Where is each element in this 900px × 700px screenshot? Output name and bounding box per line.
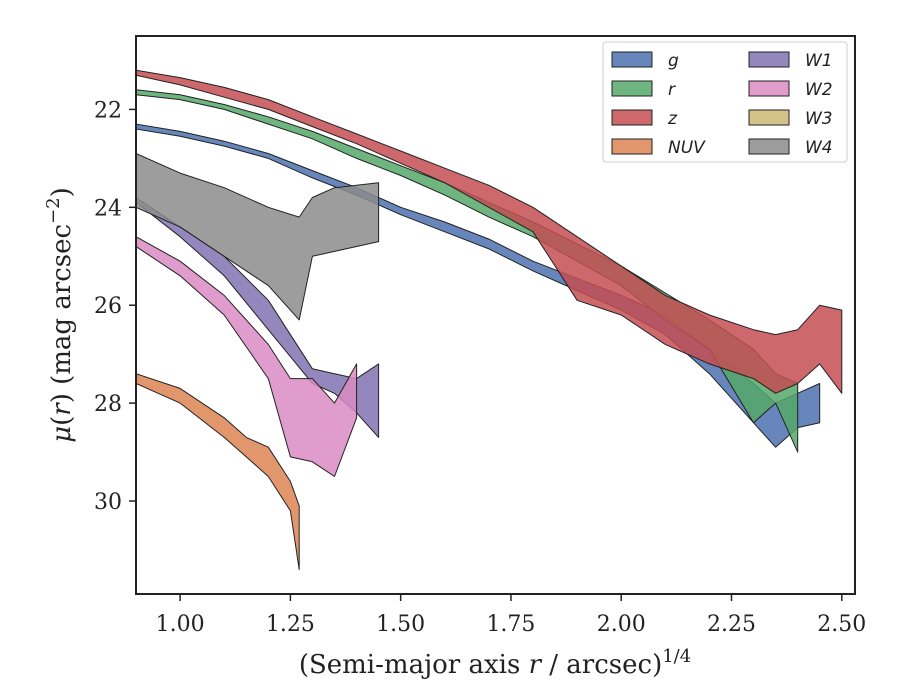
legend-label-w1: W1 (805, 51, 833, 71)
x-tick-label: 2.50 (817, 612, 866, 637)
plot-frame (135, 35, 856, 595)
legend-label-nuv: NUV (668, 138, 706, 158)
series-band-w4 (136, 153, 380, 321)
legend-label-g: g (668, 51, 679, 71)
x-tick-label: 1.25 (266, 612, 315, 637)
x-tick-label: 2.00 (597, 612, 646, 637)
x-axis: 1.00 1.25 1.50 1.75 2.00 2.25 2.50 (156, 594, 866, 637)
y-tick-label: 28 (94, 392, 122, 417)
legend-swatch-w3 (748, 109, 790, 126)
x-tick-label: 2.25 (707, 612, 756, 637)
y-axis-label: μ(r) (mag arcsec−2) (43, 187, 77, 443)
x-axis-label: (Semi-major axis r / arcsec)1/4 (299, 646, 691, 680)
legend-label-w3: W3 (805, 109, 833, 129)
legend-swatch-w1 (748, 51, 790, 68)
legend-swatch-nuv (611, 138, 653, 155)
legend-label-w2: W2 (805, 80, 833, 100)
x-tick-label: 1.00 (156, 612, 205, 637)
x-tick-label: 1.75 (486, 612, 535, 637)
legend-swatch-g (611, 51, 653, 68)
series-band-nuv (136, 373, 300, 570)
y-tick-label: 30 (94, 490, 122, 515)
series-band-r (136, 89, 799, 453)
series-layer (136, 69, 843, 570)
legend-box (602, 41, 848, 163)
legend-swatch-w2 (748, 80, 790, 97)
legend-swatch-w4 (748, 138, 790, 155)
legend: grz NUV W1 W2 W3 W4 (602, 41, 848, 163)
legend-swatch-z (611, 109, 653, 126)
legend-label-z: z (667, 109, 678, 129)
legend-label-r: r (668, 80, 676, 100)
y-tick-label: 26 (94, 294, 122, 319)
series-band-w1 (136, 197, 380, 438)
y-axis: 22 24 26 28 30 (94, 98, 136, 515)
series-band-z (136, 69, 843, 394)
x-tick-label: 1.50 (376, 612, 425, 637)
series-band-w2 (136, 236, 358, 477)
legend-swatch-r (611, 80, 653, 97)
legend-label-w4: W4 (805, 138, 833, 158)
y-tick-label: 22 (94, 98, 122, 123)
y-tick-label: 24 (94, 196, 122, 221)
